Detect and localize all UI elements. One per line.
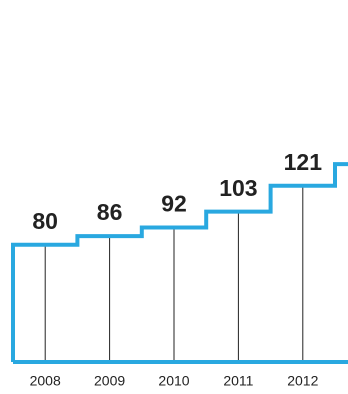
value-label: 121 [284,149,323,175]
x-tick-label: 2011 [223,373,253,389]
x-tick-label: 2012 [287,373,318,389]
value-label: 92 [161,191,187,217]
value-label: 103 [219,175,257,201]
x-tick-label: 2010 [158,373,189,389]
value-label: 80 [32,208,58,234]
x-tick-label: 2009 [94,373,125,389]
value-label: 86 [97,199,123,225]
step-line [11,162,348,362]
x-tick-label: 2008 [30,373,61,389]
